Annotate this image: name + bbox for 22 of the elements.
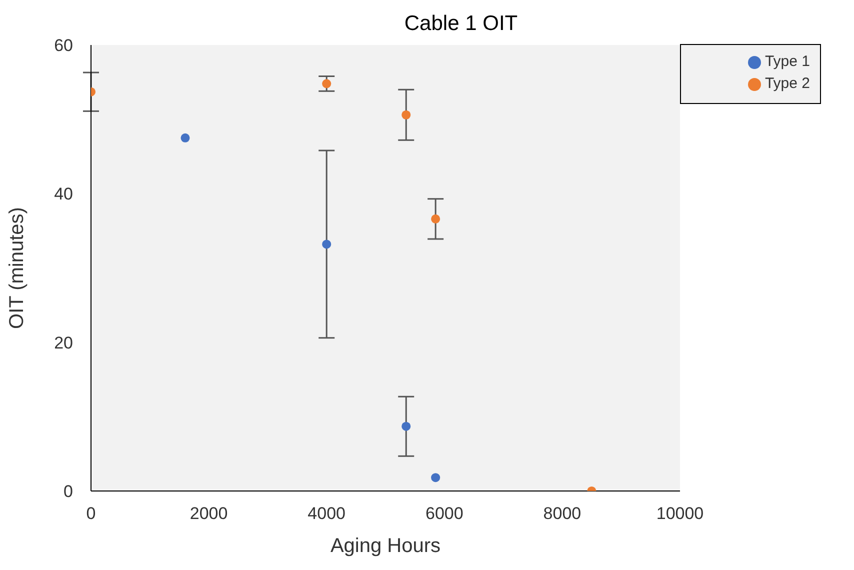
x-tick-label: 8000 xyxy=(543,504,582,524)
point xyxy=(180,133,190,142)
point xyxy=(431,214,440,224)
legend-label: Type 1 xyxy=(764,53,810,70)
y-tick-label: 20 xyxy=(54,333,73,352)
x-tick-label: 6000 xyxy=(425,504,464,524)
point xyxy=(431,473,440,482)
point xyxy=(402,110,411,120)
y-tick-label: 0 xyxy=(64,482,73,502)
point xyxy=(402,422,411,431)
chart-title: Cable 1 OIT xyxy=(403,12,519,36)
point xyxy=(322,79,332,88)
y-tick-label: 60 xyxy=(54,36,73,56)
y-tick-label: 40 xyxy=(54,184,73,204)
legend-label: Type 2 xyxy=(764,75,810,92)
x-axis-title: Aging Hours xyxy=(330,535,441,557)
x-tick-label: 10000 xyxy=(656,504,704,524)
x-tick-label: 2000 xyxy=(190,504,228,524)
point xyxy=(322,240,332,249)
y-axis-title: OIT (minutes) xyxy=(6,207,28,329)
x-tick-label: 4000 xyxy=(308,504,346,524)
x-tick-label: 0 xyxy=(86,504,96,524)
